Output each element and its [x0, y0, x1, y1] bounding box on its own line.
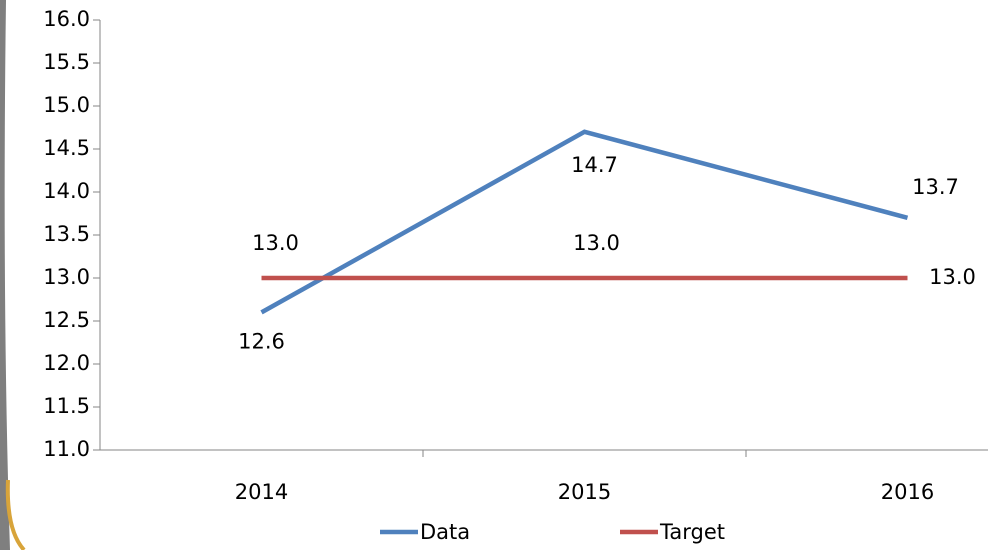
legend-label: Data	[420, 520, 470, 544]
y-tick-label: 11.0	[43, 437, 90, 461]
y-tick-label: 16.0	[43, 7, 90, 31]
frame-edge	[0, 0, 10, 550]
legend-label: Target	[659, 520, 725, 544]
y-tick-label: 13.5	[43, 222, 90, 246]
data-label: 13.0	[573, 231, 620, 255]
y-tick-label: 15.0	[43, 93, 90, 117]
frame-accent	[5, 479, 26, 550]
data-label: 12.6	[238, 329, 285, 353]
x-tick-label: 2015	[558, 480, 611, 504]
data-label: 14.7	[571, 153, 618, 177]
data-label: 13.0	[929, 265, 976, 289]
y-tick-label: 12.0	[43, 351, 90, 375]
x-tick-label: 2014	[235, 480, 288, 504]
y-tick-label: 14.0	[43, 179, 90, 203]
y-tick-label: 12.5	[43, 308, 90, 332]
x-tick-label: 2016	[881, 480, 934, 504]
y-tick-label: 14.5	[43, 136, 90, 160]
y-tick-label: 13.0	[43, 265, 90, 289]
y-tick-label: 11.5	[43, 394, 90, 418]
data-label: 13.7	[912, 175, 959, 199]
data-label: 13.0	[252, 231, 299, 255]
line-series	[260, 129, 909, 315]
y-tick-label: 15.5	[43, 50, 90, 74]
